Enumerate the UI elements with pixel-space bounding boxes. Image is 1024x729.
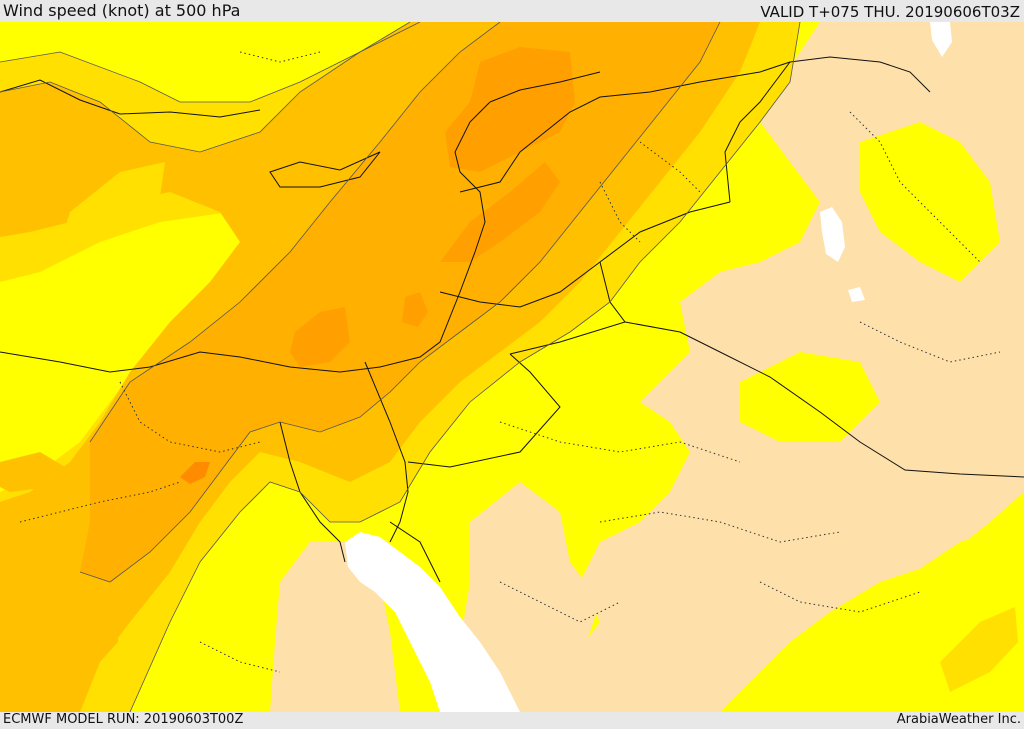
borders	[0, 56, 1024, 583]
wind-band-orange-deep	[440, 162, 560, 262]
red-sea	[345, 532, 520, 712]
contours	[0, 22, 801, 712]
wind-band-orange-deep	[402, 292, 428, 327]
wind-band-gold-island	[62, 162, 165, 247]
footer-bar: ECMWF MODEL RUN: 20190603T00Z ArabiaWeat…	[0, 712, 1024, 729]
wind-band-orange	[80, 22, 720, 582]
wind-band-orange-deep	[445, 47, 575, 172]
valid-time: VALID T+075 THU. 20190606T03Z	[760, 3, 1020, 21]
model-run: ECMWF MODEL RUN: 20190603T00Z	[3, 712, 244, 727]
wind-band-gold-island	[12, 612, 45, 647]
wind-speed-map	[0, 22, 1024, 712]
wind-band-yellow-island	[740, 352, 880, 442]
admin-boundaries	[19, 51, 1001, 673]
wind-band-orange-deep	[290, 307, 350, 367]
header-bar: Wind speed (knot) at 500 hPa VALID T+075…	[0, 0, 1024, 22]
lake	[848, 287, 865, 302]
dead-sea	[820, 207, 845, 262]
credit: ArabiaWeather Inc.	[896, 712, 1021, 727]
map-title: Wind speed (knot) at 500 hPa	[3, 1, 241, 20]
wind-band-gold-island	[940, 607, 1018, 692]
wind-band-tan-arabia	[460, 482, 600, 712]
wind-band-gold-island	[0, 452, 65, 492]
wind-band-gold-island	[75, 587, 120, 662]
wind-band-orange-deep	[180, 462, 210, 484]
wind-band-yellow-island	[860, 122, 1000, 282]
lake	[930, 22, 952, 57]
